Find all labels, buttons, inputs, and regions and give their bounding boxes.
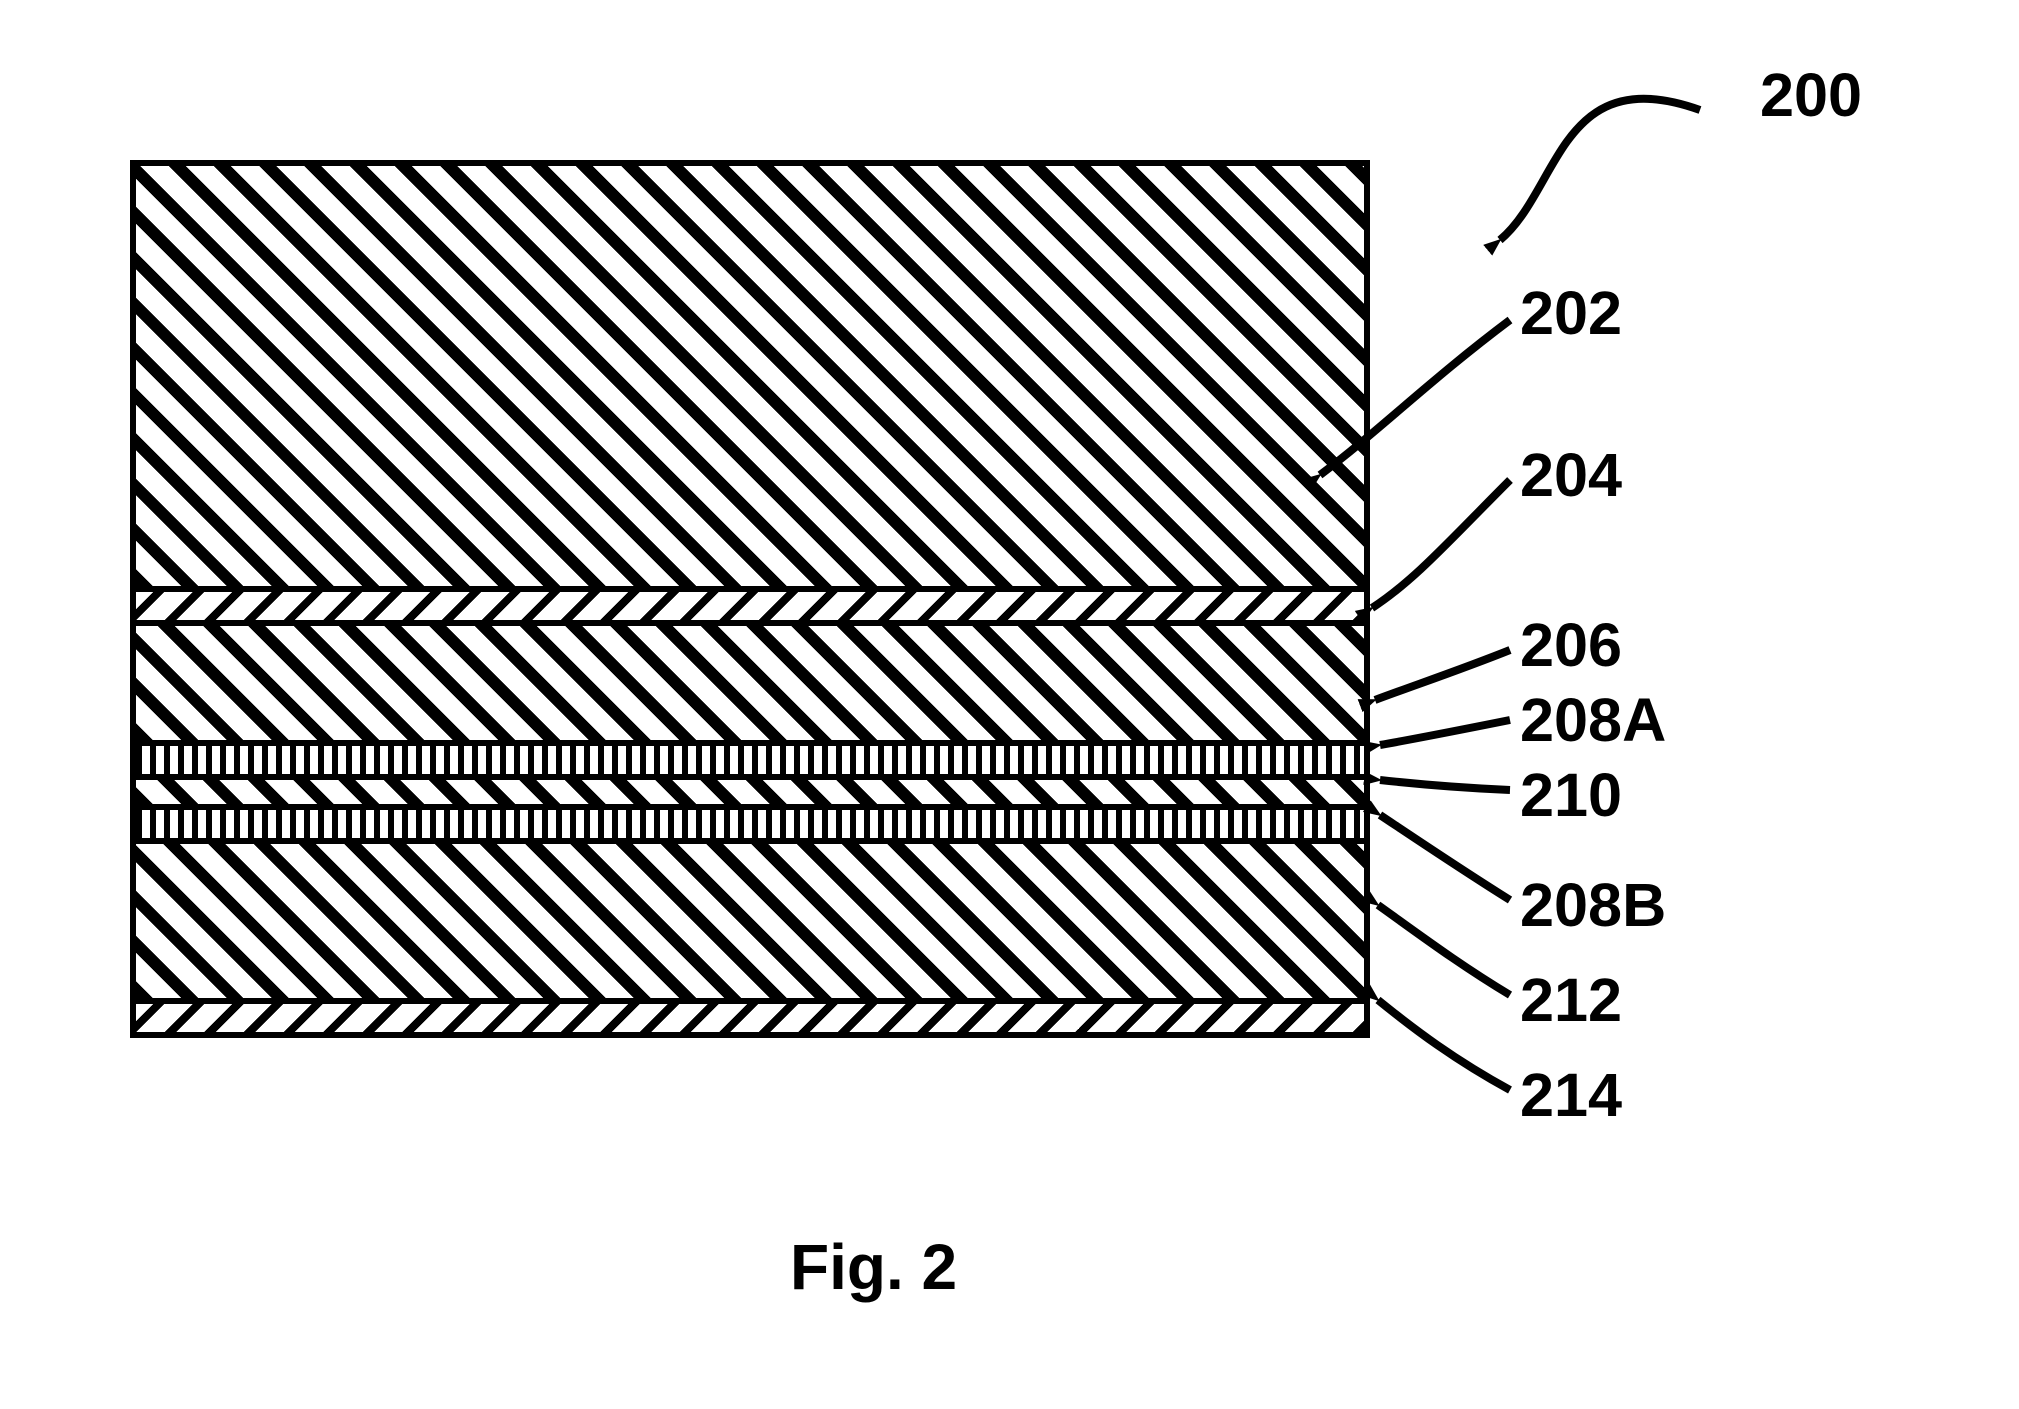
- ref-label-208a: 208A: [1520, 685, 1666, 755]
- leader-lines: [0, 0, 2019, 1409]
- leader-202: [1320, 320, 1510, 475]
- ref-label-208b: 208B: [1520, 870, 1666, 940]
- ref-label-214: 214: [1520, 1060, 1622, 1130]
- ref-label-206: 206: [1520, 610, 1622, 680]
- leader-214: [1378, 1000, 1510, 1090]
- ref-label-200: 200: [1760, 60, 1862, 130]
- leader-212: [1378, 905, 1510, 995]
- leader-206: [1375, 650, 1510, 700]
- ref-label-204: 204: [1520, 440, 1622, 510]
- leader-204: [1372, 480, 1510, 608]
- ref-label-212: 212: [1520, 965, 1622, 1035]
- figure-stage: Fig. 2 200 202 204 206208A210 208B 212 214: [0, 0, 2019, 1409]
- ref-label-210: 210: [1520, 760, 1622, 830]
- leader-200: [1500, 99, 1700, 240]
- figure-caption: Fig. 2: [790, 1230, 957, 1304]
- leader-208a: [1380, 720, 1510, 745]
- leader-208b: [1380, 815, 1510, 900]
- ref-label-202: 202: [1520, 278, 1622, 348]
- leader-210: [1380, 780, 1510, 790]
